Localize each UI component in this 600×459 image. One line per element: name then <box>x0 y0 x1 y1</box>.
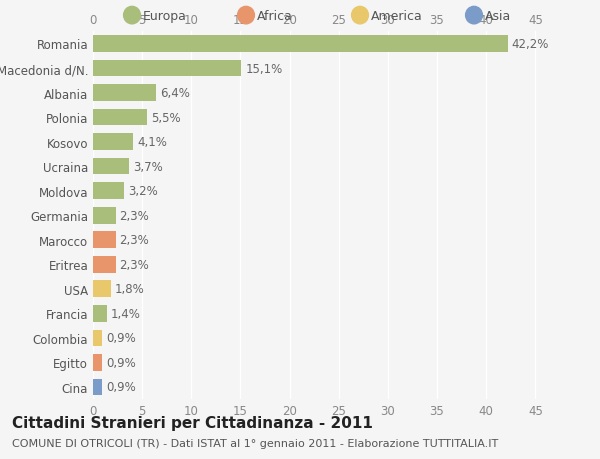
Text: 6,4%: 6,4% <box>160 87 190 100</box>
Bar <box>93 281 110 297</box>
Bar <box>93 257 116 273</box>
Text: 3,7%: 3,7% <box>133 160 163 173</box>
Text: Cittadini Stranieri per Cittadinanza - 2011: Cittadini Stranieri per Cittadinanza - 2… <box>12 415 373 431</box>
Text: 15,1%: 15,1% <box>245 62 283 75</box>
Text: 1,8%: 1,8% <box>115 283 145 296</box>
Bar <box>93 36 508 53</box>
Bar <box>93 85 156 101</box>
Bar <box>93 232 116 248</box>
Text: 0,9%: 0,9% <box>106 381 136 393</box>
Text: 2,3%: 2,3% <box>119 258 149 271</box>
Text: 2,3%: 2,3% <box>119 209 149 222</box>
Bar <box>93 379 102 395</box>
Text: Europa: Europa <box>143 10 187 22</box>
Text: 42,2%: 42,2% <box>512 38 549 51</box>
Text: 2,3%: 2,3% <box>119 234 149 246</box>
Text: Asia: Asia <box>485 10 511 22</box>
Bar <box>93 354 102 371</box>
Bar <box>93 134 133 151</box>
Bar <box>93 330 102 347</box>
Text: 0,9%: 0,9% <box>106 332 136 345</box>
Text: 5,5%: 5,5% <box>151 112 181 124</box>
Bar <box>93 110 147 126</box>
Text: Africa: Africa <box>257 10 293 22</box>
Text: America: America <box>371 10 422 22</box>
Bar <box>93 305 107 322</box>
Text: 4,1%: 4,1% <box>137 136 167 149</box>
Text: 3,2%: 3,2% <box>128 185 158 198</box>
Text: 0,9%: 0,9% <box>106 356 136 369</box>
Text: 1,4%: 1,4% <box>110 307 140 320</box>
Bar <box>93 183 124 200</box>
Bar <box>93 61 241 77</box>
Bar <box>93 158 130 175</box>
Bar <box>93 207 116 224</box>
Text: COMUNE DI OTRICOLI (TR) - Dati ISTAT al 1° gennaio 2011 - Elaborazione TUTTITALI: COMUNE DI OTRICOLI (TR) - Dati ISTAT al … <box>12 438 498 448</box>
